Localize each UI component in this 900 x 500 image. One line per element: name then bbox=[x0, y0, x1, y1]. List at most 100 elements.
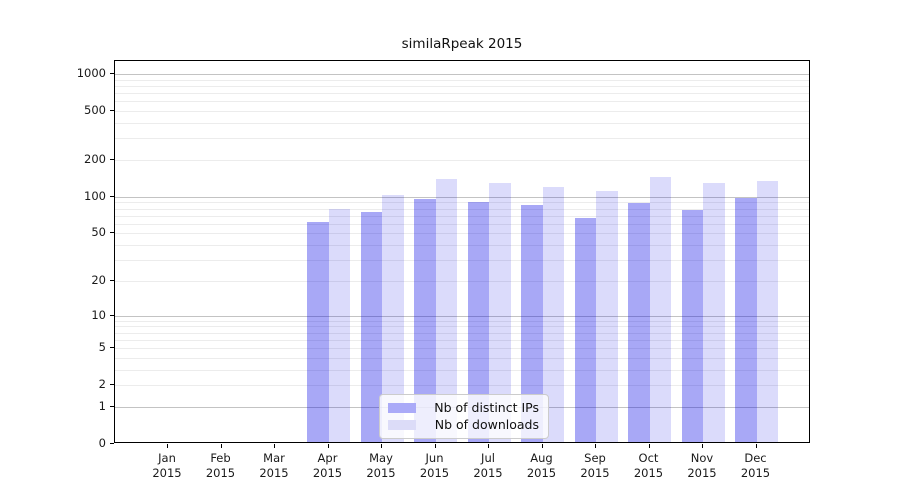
grid-line-minor bbox=[115, 233, 809, 235]
x-axis-tick-label: Sep 2015 bbox=[580, 451, 610, 480]
y-axis-tick bbox=[110, 384, 114, 386]
x-axis-tick-label: Oct 2015 bbox=[633, 451, 664, 480]
bar-downloads bbox=[542, 186, 564, 442]
bar-downloads bbox=[489, 183, 511, 442]
grid-line-minor bbox=[115, 245, 809, 247]
x-axis-tick bbox=[702, 444, 703, 448]
grid-line-minor bbox=[115, 357, 809, 359]
y-axis-tick-label: 1000 bbox=[76, 66, 106, 80]
grid-line-minor bbox=[115, 138, 809, 140]
y-axis-tick bbox=[110, 347, 114, 348]
x-axis-tick bbox=[434, 444, 436, 448]
bar-downloads bbox=[703, 182, 725, 442]
x-axis-tick-label: Feb 2015 bbox=[205, 451, 236, 480]
bar-distinct-ips bbox=[360, 211, 382, 442]
grid-line-minor bbox=[115, 79, 809, 81]
grid-line-minor bbox=[115, 223, 809, 225]
legend-label-distinct-ips: Nb of distinct IPs bbox=[434, 400, 539, 415]
grid-line-minor bbox=[115, 385, 809, 387]
y-axis-tick-label: 500 bbox=[84, 103, 106, 118]
y-axis-tick bbox=[110, 159, 114, 160]
legend-row-distinct-ips: Nb of distinct IPs bbox=[388, 401, 539, 415]
plot-area: Nb of distinct IPs Nb of downloads bbox=[114, 60, 810, 443]
y-axis-tick bbox=[110, 195, 114, 197]
grid-line-minor bbox=[115, 85, 809, 87]
bar-distinct-ips bbox=[735, 197, 757, 442]
grid-line-minor bbox=[115, 111, 809, 113]
y-axis-tick-label: 100 bbox=[84, 188, 106, 203]
grid-line-minor bbox=[115, 215, 809, 217]
bar-distinct-ips bbox=[628, 203, 650, 442]
y-axis-tick-label: 1 bbox=[98, 398, 106, 413]
y-axis-tick bbox=[110, 443, 114, 444]
bar-distinct-ips bbox=[414, 199, 436, 442]
grid-line-minor bbox=[115, 332, 809, 334]
y-axis-tick-label: 20 bbox=[91, 272, 106, 287]
legend-row-downloads: Nb of downloads bbox=[388, 418, 539, 432]
x-axis-tick-label: Jan 2015 bbox=[152, 451, 182, 480]
x-axis-tick-label: Aug 2015 bbox=[526, 451, 557, 480]
bar-distinct-ips bbox=[574, 217, 596, 442]
y-axis-tick bbox=[110, 73, 114, 74]
x-axis-tick-label: Mar 2015 bbox=[259, 451, 289, 480]
y-axis-tick-label: 50 bbox=[91, 225, 106, 240]
x-axis-tick-label: Jun 2015 bbox=[419, 451, 450, 480]
grid-line-major bbox=[115, 74, 809, 75]
grid-line-minor bbox=[115, 101, 809, 103]
chart-title: similaRpeak 2015 bbox=[401, 36, 523, 52]
grid-line-minor bbox=[115, 339, 809, 341]
bar-distinct-ips bbox=[681, 210, 703, 442]
x-axis-tick-label: Jul 2015 bbox=[473, 451, 503, 480]
x-axis-tick bbox=[167, 444, 168, 448]
bar-distinct-ips bbox=[521, 205, 543, 442]
grid-line-minor bbox=[115, 93, 809, 95]
y-axis-tick bbox=[110, 279, 114, 281]
y-axis-tick-label: 2 bbox=[98, 377, 106, 392]
legend: Nb of distinct IPs Nb of downloads bbox=[379, 394, 549, 439]
legend-label-downloads: Nb of downloads bbox=[434, 417, 539, 432]
x-axis-tick bbox=[327, 444, 329, 448]
grid-line-minor bbox=[115, 123, 809, 124]
x-axis-tick-label: Apr 2015 bbox=[312, 451, 343, 480]
legend-swatch-distinct-ips bbox=[388, 403, 416, 413]
x-axis-tick bbox=[541, 444, 543, 448]
bar-distinct-ips bbox=[307, 221, 329, 442]
x-axis-tick bbox=[381, 444, 382, 448]
legend-swatch-downloads bbox=[388, 420, 416, 430]
grid-line-minor bbox=[115, 208, 809, 210]
x-axis-tick-label: May 2015 bbox=[366, 451, 396, 480]
x-axis-tick bbox=[274, 444, 275, 448]
x-axis-tick bbox=[648, 444, 650, 448]
y-axis-tick bbox=[110, 232, 114, 234]
y-axis-tick bbox=[110, 405, 114, 407]
x-axis-tick-label: Dec 2015 bbox=[740, 451, 771, 480]
x-axis-tick-label: Nov 2015 bbox=[687, 451, 717, 480]
bar-downloads bbox=[328, 209, 350, 442]
grid-line-minor bbox=[115, 369, 809, 371]
grid-line-minor bbox=[115, 280, 809, 282]
y-axis-tick-label: 0 bbox=[98, 436, 106, 450]
grid-line-minor bbox=[115, 260, 809, 262]
grid-line-major bbox=[115, 196, 809, 198]
bar-downloads bbox=[756, 180, 778, 442]
bar-downloads bbox=[649, 177, 671, 442]
grid-line-minor bbox=[115, 320, 809, 322]
y-axis-tick-label: 5 bbox=[98, 340, 106, 354]
bar-distinct-ips bbox=[467, 202, 489, 442]
grid-line-minor bbox=[115, 202, 809, 204]
y-axis-tick-label: 10 bbox=[91, 307, 106, 322]
grid-line-minor bbox=[115, 326, 809, 328]
grid-line-minor bbox=[115, 348, 809, 349]
grid-line-minor bbox=[115, 160, 809, 161]
x-axis-tick bbox=[595, 444, 596, 448]
x-axis-tick bbox=[755, 444, 757, 448]
grid-line-major bbox=[115, 315, 809, 317]
bar-downloads bbox=[435, 179, 457, 442]
x-axis-tick bbox=[488, 444, 489, 448]
x-axis-tick bbox=[220, 444, 222, 448]
bar-downloads bbox=[596, 191, 618, 442]
y-axis-tick bbox=[110, 314, 114, 316]
y-axis-tick bbox=[110, 110, 114, 112]
y-axis-tick-label: 200 bbox=[84, 152, 106, 166]
